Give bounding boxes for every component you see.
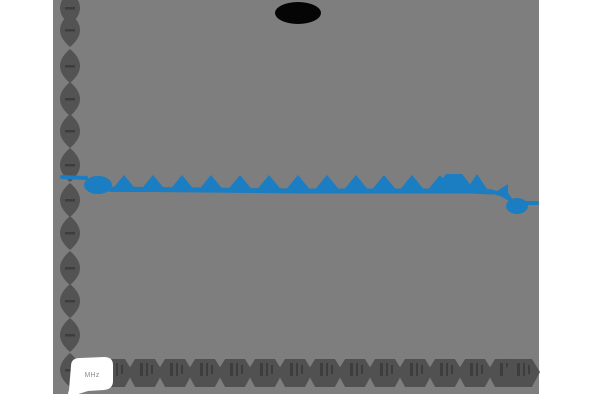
x-tick-blob <box>397 359 433 387</box>
y-tick-blob-mark <box>65 199 75 202</box>
y-tick-blob-mark <box>65 267 75 270</box>
trace-start-segment <box>60 175 88 180</box>
x-tick-blob-mark <box>331 365 333 374</box>
trace-end-marker <box>506 198 528 214</box>
y-tick-blob-mark <box>65 164 75 167</box>
y-tick-blob-mark <box>65 7 75 10</box>
trace-peak-marker <box>168 175 196 192</box>
x-tick-blob <box>367 359 403 387</box>
x-tick-blob <box>187 359 223 387</box>
x-tick-blob-mark <box>391 365 393 374</box>
trace-end-arrow-marker <box>494 184 508 200</box>
x-tick-blob-mark <box>500 363 503 376</box>
x-tick-blob <box>307 359 343 387</box>
x-tick-blob <box>277 359 313 387</box>
trace-series <box>60 174 539 214</box>
x-tick-blob-mark <box>230 363 233 376</box>
x-tick-blob-mark <box>140 363 143 376</box>
plot-panel <box>53 0 539 394</box>
x-tick-blob <box>427 359 463 387</box>
x-tick-blob <box>504 359 540 387</box>
y-tick-blob-mark <box>65 334 75 337</box>
x-tick-blob-mark <box>260 363 263 376</box>
y-tick-blob-mark <box>65 130 75 133</box>
y-tick-blob-mark <box>65 300 75 303</box>
trace-peak-marker <box>313 175 341 192</box>
trace-peak-marker <box>226 175 254 192</box>
x-tick-blob-mark <box>211 365 213 374</box>
x-tick-blob-mark <box>151 365 153 374</box>
x-tick-blob-mark <box>476 363 478 376</box>
x-tick-blob-mark <box>290 363 293 376</box>
x-tick-blob-mark <box>236 363 238 376</box>
x-tick-blob-mark <box>481 365 483 374</box>
trace-peak-marker <box>398 175 426 192</box>
x-tick-blob-mark <box>350 363 353 376</box>
x-tick-blob-mark <box>356 363 358 376</box>
x-tick-blob <box>457 359 493 387</box>
x-tick-blob-mark <box>528 365 530 374</box>
trace-peak-marker <box>110 175 138 192</box>
x-tick-blob <box>127 359 163 387</box>
trace-peak-marker <box>370 175 398 192</box>
x-tick-blob-mark <box>416 363 418 376</box>
x-tick-blob-mark <box>470 363 473 376</box>
x-tick-blob-mark <box>440 363 443 376</box>
x-tick-blob-mark <box>296 363 298 376</box>
unit-bubble <box>68 357 113 397</box>
x-tick-blob-mark <box>176 363 178 376</box>
trace-peak-marker <box>139 175 167 192</box>
trace-peak-marker <box>255 175 283 192</box>
x-tick-blob-mark <box>121 365 123 374</box>
x-tick-blob <box>157 359 193 387</box>
x-tick-blob <box>247 359 283 387</box>
x-tick-blob-mark <box>170 363 173 376</box>
x-tick-blob-mark <box>301 365 303 374</box>
x-tick-blob-mark <box>446 363 448 376</box>
x-tick-blob-mark <box>320 363 323 376</box>
x-tick-blob-mark <box>451 365 453 374</box>
x-tick-blob-mark <box>326 363 328 376</box>
x-tick-blob-mark <box>116 363 118 376</box>
x-tick-blob-mark <box>271 365 273 374</box>
y-tick-blob-mark <box>65 369 75 372</box>
title-blob <box>275 2 321 24</box>
unit-label: MHz <box>85 372 100 379</box>
x-tick-blob-mark <box>410 363 413 376</box>
x-tick-blob-mark <box>421 365 423 374</box>
x-tick-blob <box>337 359 373 387</box>
trace-wide-peak-marker <box>432 174 476 192</box>
x-tick-blob-mark <box>380 363 383 376</box>
y-tick-blob-mark <box>65 65 75 68</box>
trace-peak-marker <box>197 175 225 192</box>
x-tick-blob-mark <box>386 363 388 376</box>
y-tick-blob-mark <box>65 29 75 32</box>
x-tick-blob-mark <box>146 363 148 376</box>
trace-peak-marker <box>465 174 489 192</box>
x-tick-blob-mark <box>200 363 203 376</box>
x-tick-blob-mark <box>517 363 520 376</box>
y-tick-blob-mark <box>65 232 75 235</box>
x-tick-blob-mark <box>266 363 268 376</box>
x-tick-blob <box>217 359 253 387</box>
y-axis-ticks <box>60 0 80 387</box>
y-tick-blob-mark <box>65 98 75 101</box>
x-tick-blob-mark <box>361 365 363 374</box>
x-tick-blob-mark <box>181 365 183 374</box>
trace-peak-marker <box>284 175 312 192</box>
trace-peak-marker <box>342 175 370 192</box>
x-tick-blob-mark <box>241 365 243 374</box>
x-tick-blob-mark <box>523 363 525 376</box>
x-axis-ticks <box>97 359 540 387</box>
x-tick-blob-mark <box>206 363 208 376</box>
